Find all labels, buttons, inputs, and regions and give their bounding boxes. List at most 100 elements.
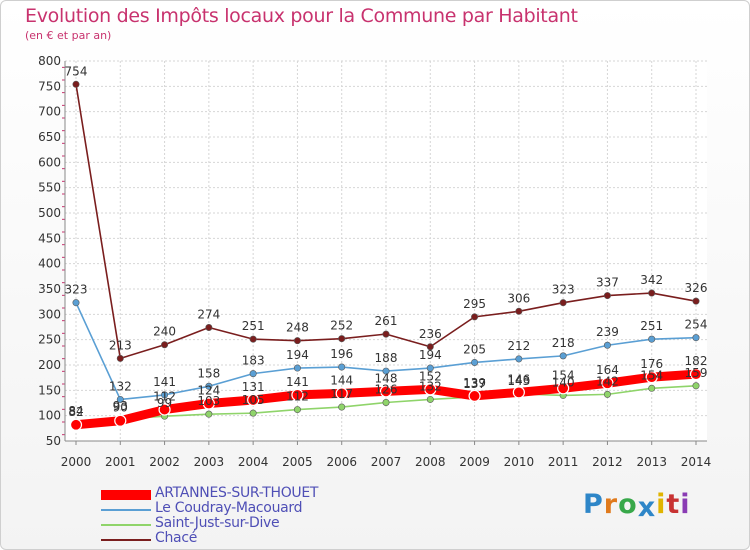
- y-tick-label: 100: [38, 409, 61, 423]
- data-label: 295: [463, 297, 486, 311]
- data-point: [557, 382, 570, 395]
- data-point: [692, 297, 700, 305]
- data-label: 754: [65, 64, 88, 78]
- data-point: [293, 364, 301, 372]
- data-label: 239: [596, 325, 619, 339]
- data-label: 182: [685, 354, 708, 368]
- data-label: 337: [596, 276, 619, 290]
- data-point: [426, 395, 434, 403]
- x-tick-label: 2005: [282, 455, 313, 469]
- y-tick-label: 650: [38, 130, 61, 144]
- data-point: [72, 299, 80, 307]
- data-label: 105: [242, 393, 265, 407]
- chart-title: Evolution des Impôts locaux pour la Comm…: [25, 5, 578, 27]
- y-tick-label: 600: [38, 155, 61, 169]
- y-tick-label: 450: [38, 231, 61, 245]
- x-tick-label: 2009: [459, 455, 490, 469]
- legend-swatch: [101, 539, 151, 541]
- data-label: 188: [375, 351, 398, 365]
- legend-swatch: [101, 490, 151, 500]
- data-point: [692, 382, 700, 390]
- data-point: [426, 343, 434, 351]
- data-label: 103: [197, 394, 220, 408]
- data-label: 236: [419, 327, 442, 341]
- data-label: 141: [286, 375, 309, 389]
- data-point: [648, 384, 656, 392]
- data-label: 261: [375, 314, 398, 328]
- data-point: [471, 313, 479, 321]
- data-label: 194: [286, 348, 309, 362]
- data-point: [471, 358, 479, 366]
- y-tick-label: 550: [38, 181, 61, 195]
- data-point: [648, 335, 656, 343]
- data-label: 164: [596, 363, 619, 377]
- y-tick-label: 750: [38, 79, 61, 93]
- legend-swatch: [101, 524, 151, 526]
- data-label: 306: [507, 291, 530, 305]
- data-point: [512, 386, 525, 399]
- x-tick-label: 2002: [149, 455, 180, 469]
- data-point: [601, 377, 614, 390]
- data-point: [424, 383, 437, 396]
- data-point: [692, 334, 700, 342]
- data-label: 194: [419, 348, 442, 362]
- data-point: [291, 388, 304, 401]
- data-point: [515, 355, 523, 363]
- y-tick-label: 350: [38, 282, 61, 296]
- data-point: [338, 403, 346, 411]
- data-label: 323: [552, 283, 575, 297]
- x-tick-label: 2012: [592, 455, 623, 469]
- data-label: 248: [286, 321, 309, 335]
- x-tick-label: 2004: [238, 455, 269, 469]
- data-point: [249, 370, 257, 378]
- legend-label: Saint-Just-sur-Dive: [155, 515, 280, 531]
- data-point: [293, 406, 301, 414]
- x-tick-label: 2014: [681, 455, 712, 469]
- chart-subtitle: (en € et par an): [25, 29, 112, 42]
- data-label: 152: [419, 369, 442, 383]
- data-point: [158, 403, 171, 416]
- data-point: [338, 335, 346, 343]
- y-tick-label: 500: [38, 206, 61, 220]
- data-label: 148: [375, 371, 398, 385]
- data-label: 132: [419, 379, 442, 393]
- y-tick-label: 50: [46, 434, 61, 448]
- data-point: [645, 371, 658, 384]
- y-tick-label: 300: [38, 307, 61, 321]
- data-label: 218: [552, 336, 575, 350]
- data-label: 342: [640, 273, 663, 287]
- x-tick-label: 2010: [504, 455, 535, 469]
- data-point: [205, 324, 213, 332]
- y-tick-label: 700: [38, 105, 61, 119]
- data-label: 140: [552, 375, 575, 389]
- data-label: 146: [507, 372, 530, 386]
- x-tick-label: 2003: [194, 455, 225, 469]
- data-label: 326: [685, 281, 708, 295]
- data-point: [468, 389, 481, 403]
- data-label: 112: [153, 390, 176, 404]
- data-point: [249, 335, 257, 343]
- data-point: [293, 337, 301, 345]
- data-point: [382, 398, 390, 406]
- data-label: 251: [640, 319, 663, 333]
- data-point: [338, 363, 346, 371]
- y-tick-label: 250: [38, 333, 61, 347]
- data-label: 240: [153, 325, 176, 339]
- data-label: 131: [242, 380, 265, 394]
- x-tick-label: 2000: [61, 455, 92, 469]
- data-label: 254: [685, 318, 708, 332]
- x-tick-label: 2013: [636, 455, 667, 469]
- data-point: [382, 367, 390, 375]
- y-tick-label: 150: [38, 383, 61, 397]
- data-label: 117: [330, 387, 353, 401]
- data-label: 144: [330, 373, 353, 387]
- data-point: [379, 385, 393, 398]
- x-tick-label: 2007: [371, 455, 402, 469]
- data-point: [116, 354, 124, 362]
- x-tick-label: 2006: [326, 455, 357, 469]
- data-label: 142: [596, 374, 619, 388]
- data-label: 124: [197, 384, 220, 398]
- data-point: [426, 364, 434, 372]
- proxiti-logo: Proxiti: [583, 489, 691, 523]
- y-tick-label: 800: [38, 54, 61, 68]
